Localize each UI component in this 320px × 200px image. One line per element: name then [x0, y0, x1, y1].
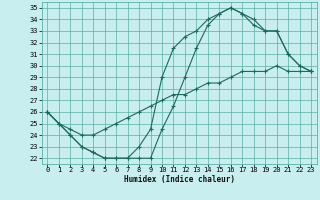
X-axis label: Humidex (Indice chaleur): Humidex (Indice chaleur): [124, 175, 235, 184]
